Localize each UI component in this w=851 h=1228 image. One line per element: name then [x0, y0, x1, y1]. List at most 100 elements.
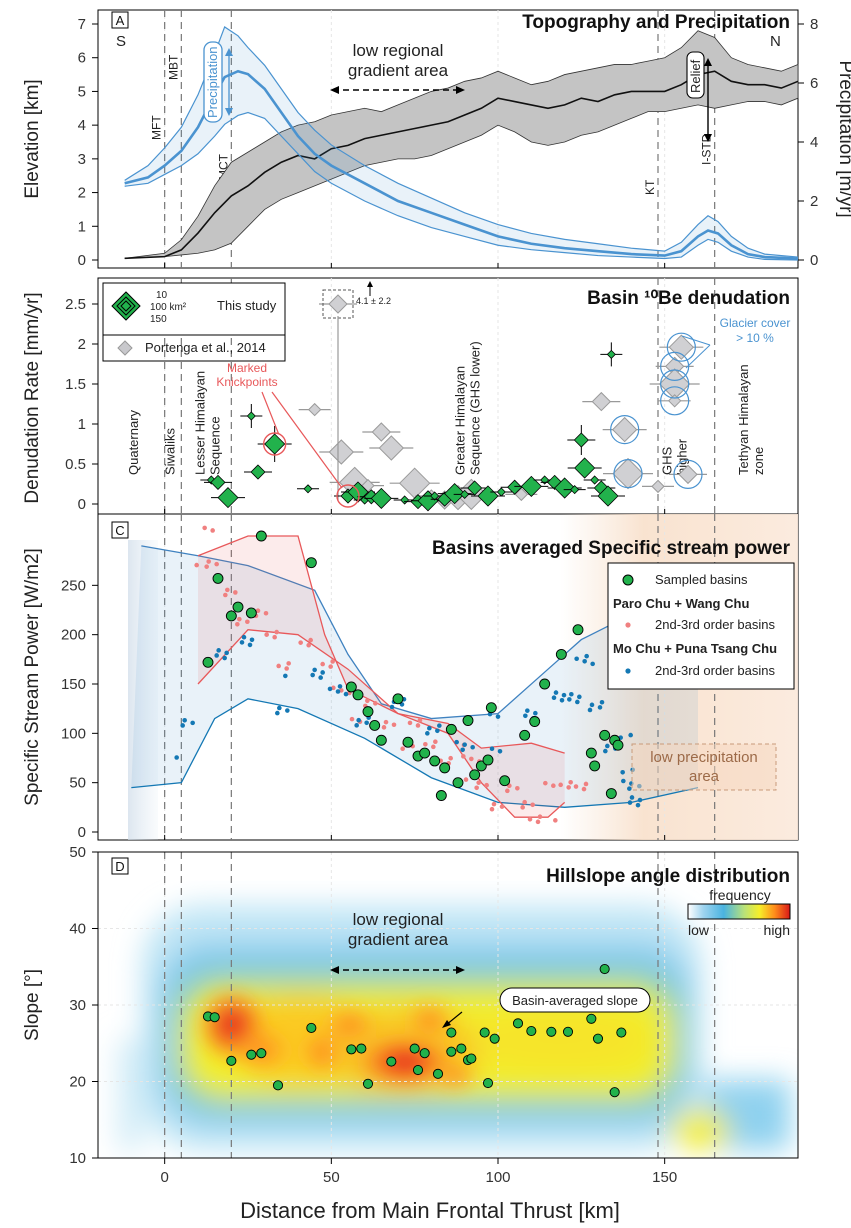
y-tick-label: 10 [69, 1150, 86, 1167]
y-tick-label: 100 [61, 725, 86, 742]
y-tick-label: 6 [78, 50, 86, 67]
this-study-point [507, 479, 523, 495]
portenga-point [611, 416, 638, 443]
mochu-basin-dot [470, 744, 475, 750]
portenga-point [307, 402, 322, 417]
paro-basin-dot [284, 666, 289, 671]
paro-basin-dot [461, 754, 466, 759]
mochu-basin-dot [497, 748, 503, 754]
y-tick-label: 1 [78, 416, 86, 433]
portenga-point [678, 464, 698, 485]
basin-slope-point [432, 1068, 444, 1079]
this-study-point [246, 411, 256, 421]
legend-size-100: 100 km² [150, 302, 187, 313]
panel-a-letter-box [111, 11, 129, 29]
panel-c-legend: Sampled basins Paro Chu + Wang Chu 2nd-3… [607, 562, 795, 690]
mochu-envelope [131, 545, 699, 808]
knickpoints-label: Marked Knickpoints [216, 361, 277, 389]
fault-label-mbt: MBT [166, 54, 180, 80]
portenga-point [651, 479, 665, 494]
basin-slope-point [446, 1027, 457, 1038]
knickpoint-circle [336, 484, 360, 508]
this-study-point [597, 485, 619, 507]
basin-slope-point [456, 1043, 467, 1054]
glacier-circle [660, 386, 690, 416]
paro-basin-dot [543, 780, 548, 786]
paro-basin-dot [286, 661, 291, 666]
legend-group2-marker [625, 668, 631, 674]
mochu-basin-dot [214, 653, 219, 658]
x-tick-label: 0 [160, 1169, 168, 1186]
fault-label-mft: MFT [150, 115, 164, 140]
glacier-circle [673, 459, 703, 489]
colorbar-low: low [688, 922, 710, 938]
mochu-basin-dot [635, 802, 641, 808]
low-precip-label: low precipitation area [650, 749, 758, 785]
paro-basin-dot [558, 782, 563, 788]
panel-d-title: Hillslope angle distribution [546, 866, 790, 887]
mochu-basin-dot [553, 690, 559, 695]
precipitation-label-box: Precipitation [203, 41, 233, 123]
sampled-basin-point [485, 702, 497, 714]
mochu-basin-dot [337, 684, 343, 689]
paro-basin-dot [328, 664, 333, 669]
paro-basin-dot [489, 806, 495, 812]
basin-slope-point [562, 1026, 574, 1037]
mochu-basin-dot [190, 720, 195, 726]
panel-a-ylabel-left: Elevation [km] [22, 79, 43, 198]
zone-label: Tethyan Himalayan [736, 364, 751, 475]
paro-basin-dot [423, 741, 428, 747]
zone-label: Quaternary [126, 409, 141, 475]
paro-basin-dot [553, 818, 558, 823]
panel-c-letter-box [111, 521, 129, 539]
basin-slope-point [592, 1033, 604, 1044]
paro-basin-dot [520, 805, 525, 810]
panel-d-letter: D [115, 859, 124, 874]
basin-slope-point [526, 1025, 537, 1037]
mochu-basin-dot [310, 672, 315, 678]
y-tick-label: 0 [78, 824, 86, 841]
mochu-basin-dot [249, 637, 255, 643]
y-tick-label: 40 [69, 921, 86, 938]
panel-c-stream-power: 0 50 100 150 200 250 Specific Stream Power [W/… [22, 513, 799, 841]
paro-basin-dot [194, 562, 199, 568]
y-tick-label: 5 [78, 83, 86, 100]
mochu-basin-dot [574, 656, 579, 662]
zone-label: zone [751, 447, 766, 475]
mochu-basin-dot [389, 704, 395, 710]
this-study-point [574, 457, 596, 479]
colorbar: frequency low high [687, 887, 791, 938]
x-tick-label: 100 [485, 1169, 510, 1186]
north-label: N [770, 33, 781, 50]
sampled-basin-point [245, 607, 257, 619]
mochu-basin-dot [180, 723, 185, 728]
outlier-label: 4.1 ± 2.2 [356, 296, 391, 306]
paro-basin-dot [202, 525, 207, 531]
panel-b-legend: 10 100 km² 150 This study Portenga et al… [102, 282, 286, 362]
basin-slope-point [489, 1033, 500, 1044]
sampled-basin-point [499, 775, 511, 787]
paro-basin-dot [373, 701, 378, 706]
legend-group2: Mo Chu + Puna Tsang Chu [613, 641, 777, 656]
this-study-point [400, 495, 410, 505]
portenga-point [328, 439, 355, 465]
glacier-circle [610, 415, 640, 445]
paro-basin-dot [264, 632, 269, 637]
paro-basin-dot [272, 634, 277, 640]
mochu-basin-dot [495, 714, 501, 719]
this-study-point [590, 475, 600, 485]
paro-basin-dot [235, 622, 240, 627]
paro-basin-dot [308, 637, 313, 643]
mochu-basin-dot [312, 667, 317, 673]
x-axis: 0 50 100 150 [160, 263, 677, 1186]
basin-slope-point [599, 963, 610, 975]
sampled-basin-point [375, 734, 387, 746]
left-blue-shading [128, 540, 158, 840]
mochu-basin-dot [437, 723, 442, 728]
portenga-point [328, 294, 348, 314]
y-tick-label: 1 [78, 218, 86, 235]
y-tick-label: 7 [78, 16, 86, 33]
sampled-basin-point [539, 678, 551, 690]
portenga-point [514, 487, 529, 502]
mochu-basin-dot [551, 695, 557, 701]
